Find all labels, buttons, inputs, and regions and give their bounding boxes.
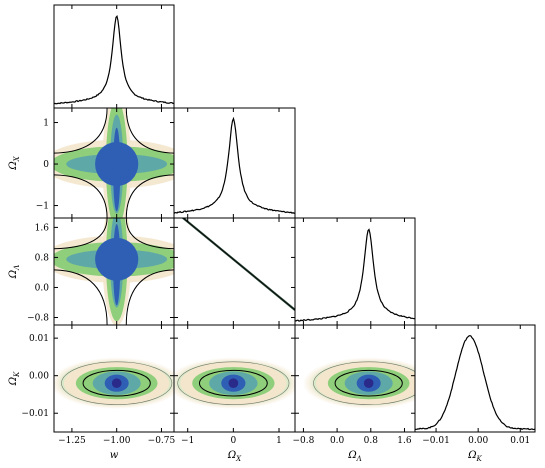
marginal-curve-ox xyxy=(173,116,296,214)
y-tick-label-ol: 1.6 xyxy=(35,223,50,233)
contour xyxy=(198,369,268,397)
y-tick-label-ox: 1 xyxy=(43,119,49,129)
y-tick-label-ox: −1 xyxy=(36,202,49,212)
x-tick-label-ox: 0 xyxy=(230,436,236,446)
density-w-ox xyxy=(54,108,174,218)
x-axis-label-ol: ΩΛ xyxy=(347,450,361,463)
x-tick-label-w: −1.00 xyxy=(103,436,131,446)
contour xyxy=(54,108,174,218)
x-tick-label-w: −1.25 xyxy=(58,436,86,446)
x-tick-label-ok: 0.00 xyxy=(468,436,488,446)
x-tick-label-ox: −1 xyxy=(181,436,194,446)
y-tick-label-ol: 0.0 xyxy=(35,283,50,293)
density-ox-ok xyxy=(174,357,295,409)
y-tick-label-ol: −0.8 xyxy=(27,313,49,323)
marginal-curve-ol xyxy=(294,228,416,322)
panel-frame-2-1 xyxy=(173,217,296,326)
y-axis-label-ox: ΩX xyxy=(8,155,21,170)
panel-frame-0-0 xyxy=(53,4,175,109)
panel-frame-3-3 xyxy=(414,324,536,433)
density-w-ol xyxy=(54,218,174,325)
x-tick-label-ox: 1 xyxy=(276,436,282,446)
density-w-ok xyxy=(54,357,174,409)
x-tick-label-ok: −0.01 xyxy=(422,436,450,446)
marginal-curve-ok xyxy=(414,334,536,431)
contour xyxy=(334,369,403,397)
x-axis-label-ok: ΩK xyxy=(467,450,482,463)
x-tick-label-w: −0.75 xyxy=(148,436,176,446)
y-tick-label-ok: 0.01 xyxy=(29,334,49,344)
marginal-curve-w xyxy=(53,15,175,105)
y-axis-label-ol: ΩΛ xyxy=(8,265,21,279)
contour xyxy=(54,218,174,325)
density-ol-ok xyxy=(302,357,415,409)
x-axis-label-w: w xyxy=(110,450,119,461)
contour xyxy=(82,369,151,397)
y-tick-label-ol: 0.8 xyxy=(35,253,50,263)
x-tick-label-ol: 0.8 xyxy=(364,436,379,446)
y-axis-label-ok: ΩK xyxy=(8,371,21,386)
x-tick-label-ol: 1.6 xyxy=(397,436,412,446)
x-tick-label-ol: −0.8 xyxy=(292,436,314,446)
panel-frame-2-2 xyxy=(294,217,416,326)
density-ox-ol xyxy=(181,218,295,311)
x-tick-label-ol: 0.0 xyxy=(330,436,345,446)
y-tick-label-ok: 0.00 xyxy=(29,372,49,382)
x-tick-label-ok: 0.01 xyxy=(510,436,530,446)
x-axis-label-ox: ΩX xyxy=(227,450,242,463)
y-tick-label-ox: 0 xyxy=(43,160,49,170)
y-tick-label-ok: −0.01 xyxy=(21,409,49,419)
